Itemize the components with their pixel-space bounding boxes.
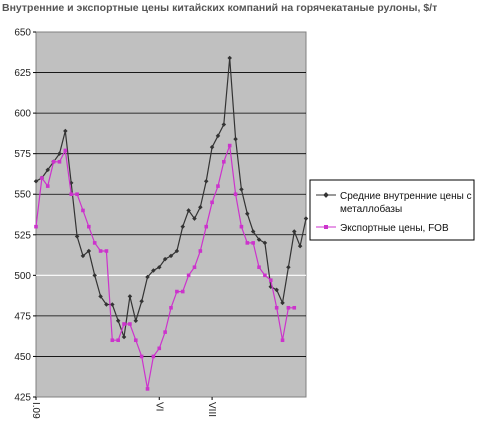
series-1-point bbox=[257, 265, 261, 270]
series-0-point bbox=[286, 264, 291, 270]
legend-marker-export bbox=[324, 225, 328, 229]
series-1-point bbox=[286, 305, 291, 310]
legend: Средние внутренние цены с металлобазы Эк… bbox=[309, 179, 475, 241]
series-1-point bbox=[274, 305, 279, 310]
series-0-point bbox=[86, 248, 92, 254]
y-tick-label: 575 bbox=[14, 149, 31, 160]
legend-label-export: Экспортные цены, FOB bbox=[340, 223, 449, 234]
series-0-point bbox=[297, 243, 303, 249]
series-0-point bbox=[256, 237, 262, 242]
series-layer bbox=[33, 55, 309, 391]
y-tick-label: 550 bbox=[14, 190, 31, 201]
series-0-point bbox=[227, 55, 232, 61]
series-1-point bbox=[98, 249, 103, 253]
series-1-point bbox=[175, 289, 179, 294]
series-1-point bbox=[222, 159, 226, 164]
y-tick-label: 425 bbox=[14, 393, 31, 404]
y-tick-label: 625 bbox=[14, 68, 31, 79]
series-1-point bbox=[245, 241, 250, 245]
series-1-point bbox=[92, 241, 97, 245]
series-1-point bbox=[69, 192, 74, 197]
series-1-point bbox=[45, 184, 50, 188]
series-1-point bbox=[216, 184, 220, 188]
series-1-point bbox=[75, 192, 79, 197]
series-0-point bbox=[45, 167, 51, 173]
series-1-point bbox=[210, 200, 214, 205]
series-1-point bbox=[151, 354, 156, 359]
legend-marker-domestic bbox=[323, 192, 329, 198]
series-1-point bbox=[163, 330, 167, 334]
plot-area bbox=[35, 31, 307, 398]
series-1-point bbox=[87, 224, 91, 229]
series-1-point bbox=[110, 338, 115, 343]
y-tick-label: 650 bbox=[14, 28, 31, 39]
series-0-point bbox=[92, 273, 97, 278]
y-tick-label: 450 bbox=[14, 352, 31, 363]
series-1-point bbox=[192, 265, 197, 270]
series-0-point bbox=[145, 274, 150, 280]
legend-label-domestic-line2: металлобазы bbox=[340, 203, 402, 215]
series-1-point bbox=[128, 322, 132, 326]
series-0-point bbox=[139, 299, 144, 304]
series-1-point bbox=[145, 387, 150, 391]
series-1-point bbox=[251, 241, 255, 245]
series-0-point bbox=[133, 318, 139, 324]
series-1-point bbox=[198, 249, 203, 253]
series-1-point bbox=[116, 338, 120, 343]
series-1-point bbox=[57, 159, 62, 164]
series-1-point bbox=[81, 208, 85, 213]
y-axis-ticks: 425 450 475 500 525 550 575 600 625 650 bbox=[14, 28, 36, 404]
series-0-point bbox=[63, 128, 68, 134]
series-1-point bbox=[157, 346, 162, 351]
series-1-point bbox=[233, 192, 238, 197]
series-0-point bbox=[262, 240, 268, 246]
series-1-point bbox=[133, 338, 138, 343]
grid-lines bbox=[36, 72, 306, 357]
series-1-point bbox=[180, 289, 185, 294]
series-0-point bbox=[280, 300, 285, 306]
series-0-point bbox=[98, 294, 103, 299]
series-0-point bbox=[221, 122, 227, 127]
series-1-point bbox=[227, 143, 232, 148]
series-0-point bbox=[151, 268, 156, 273]
series-1-point bbox=[263, 273, 267, 278]
y-tick-label: 600 bbox=[14, 109, 31, 120]
series-1-point bbox=[280, 338, 285, 343]
series-1-point bbox=[51, 159, 56, 164]
chart-title: Внутренние и экспортные цены китайских к… bbox=[2, 2, 438, 14]
series-1-point bbox=[104, 249, 109, 253]
x-tick-label: VIII bbox=[206, 402, 217, 417]
series-1-point bbox=[63, 148, 68, 153]
series-1-point bbox=[186, 273, 191, 278]
series-1-point bbox=[292, 305, 297, 310]
series-1-point bbox=[139, 354, 144, 359]
series-0-point bbox=[274, 287, 279, 293]
series-1-point bbox=[268, 278, 273, 282]
series-1-point bbox=[40, 176, 44, 180]
x-tick-label: I.09 bbox=[30, 402, 41, 419]
y-tick-label: 525 bbox=[14, 230, 31, 241]
series-1-point bbox=[239, 224, 244, 229]
series-0-point bbox=[168, 253, 174, 259]
series-1-point bbox=[204, 224, 209, 229]
x-axis-ticks: I.09 VI VIII bbox=[30, 397, 217, 419]
series-1-point bbox=[122, 322, 126, 326]
legend-box bbox=[309, 179, 475, 241]
series-1-point bbox=[34, 224, 38, 229]
x-tick-label: VI bbox=[153, 402, 164, 411]
y-tick-label: 475 bbox=[14, 311, 31, 322]
legend-label-domestic-line1: Средние внутренние цены с bbox=[340, 191, 472, 202]
y-tick-label: 500 bbox=[14, 271, 31, 282]
series-1-point bbox=[169, 305, 173, 310]
